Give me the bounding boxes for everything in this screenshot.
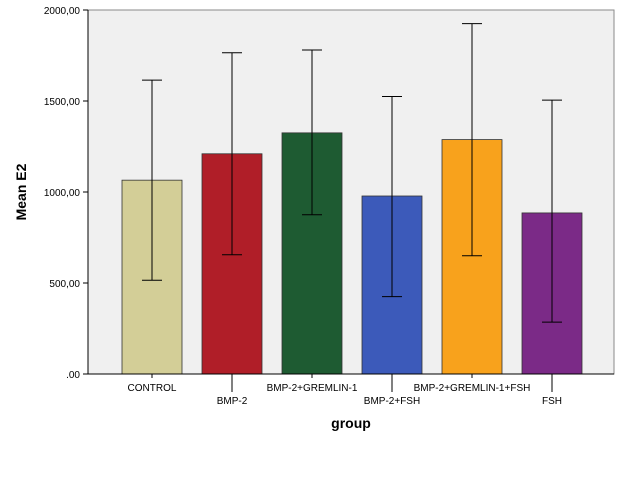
error-bars-group bbox=[142, 23, 562, 323]
y-tick-label: 1000,00 bbox=[44, 188, 81, 199]
y-tick-label: .00 bbox=[66, 370, 80, 381]
y-tick-label: 2000,00 bbox=[44, 6, 81, 17]
x-tick-label: BMP-2+FSH bbox=[364, 396, 420, 407]
y-tick-label: 500,00 bbox=[49, 279, 80, 290]
x-tick-label: BMP-2 bbox=[217, 396, 248, 407]
y-tick-label: 1500,00 bbox=[44, 97, 81, 108]
y-ticks-group: .00 500,00 1000,00 1500,00 2000,00 bbox=[44, 6, 88, 381]
x-tick-label: FSH bbox=[542, 396, 562, 407]
x-axis-title: group bbox=[331, 415, 371, 431]
x-tick-label: BMP-2+GREMLIN-1 bbox=[267, 383, 358, 394]
x-tick-label: BMP-2+GREMLIN-1+FSH bbox=[414, 383, 531, 394]
x-ticks-group: CONTROL BMP-2 BMP-2+GREMLIN-1 BMP-2+FSH BMP-… bbox=[128, 374, 562, 407]
x-tick-label: CONTROL bbox=[128, 383, 177, 394]
y-axis-title: Mean E2 bbox=[13, 163, 29, 220]
